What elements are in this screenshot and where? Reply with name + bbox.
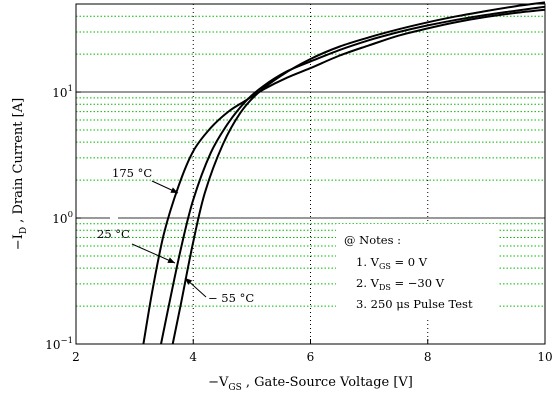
notes: @ Notes : 1. VGS = 0 V 2. VDS = −30 V 3. 25… — [110, 216, 473, 311]
x-tick-labels: 2 4 6 8 10 — [72, 350, 552, 364]
y-tick-label: 10−1 — [45, 336, 73, 352]
annotation-label: 175 °C — [112, 166, 152, 180]
series-line-0 — [142, 8, 546, 345]
annotation-label: − 55 °C — [208, 291, 254, 305]
x-tick-label: 6 — [307, 350, 315, 364]
annotation-arrowhead — [170, 187, 178, 193]
y-tick-labels: 10−1 100 101 — [45, 84, 73, 352]
x-tick-label: 8 — [424, 350, 432, 364]
annotation-arrowhead — [167, 257, 175, 263]
y-tick-label: 100 — [52, 210, 73, 226]
series-line-2 — [171, 1, 546, 345]
x-tick-label: 10 — [537, 350, 552, 364]
annotation-arrowhead — [185, 278, 193, 285]
gridline-gap — [110, 216, 119, 221]
x-tick-label: 2 — [72, 350, 80, 364]
curve-annotations: 175 °C 25 °C − 55 °C — [97, 166, 254, 305]
annotation-label: 25 °C — [97, 227, 130, 241]
note-item: 3. 250 μs Pulse Test — [356, 297, 473, 311]
axis-ticks — [75, 91, 546, 345]
note-item: 2. VDS = −30 V — [356, 276, 445, 292]
x-axis-label: −VGS , Gate-Source Voltage [V] — [208, 375, 413, 393]
note-item: 1. VGS = 0 V — [356, 255, 428, 271]
x-tick-label: 4 — [189, 350, 197, 364]
y-axis-label: −ID , Drain Current [A] — [11, 98, 29, 250]
y-tick-label: 101 — [52, 84, 73, 100]
notes-title: @ Notes : — [344, 233, 401, 247]
annotation-arrow — [131, 243, 176, 264]
data-curves — [142, 1, 546, 345]
notes-box — [336, 224, 498, 320]
